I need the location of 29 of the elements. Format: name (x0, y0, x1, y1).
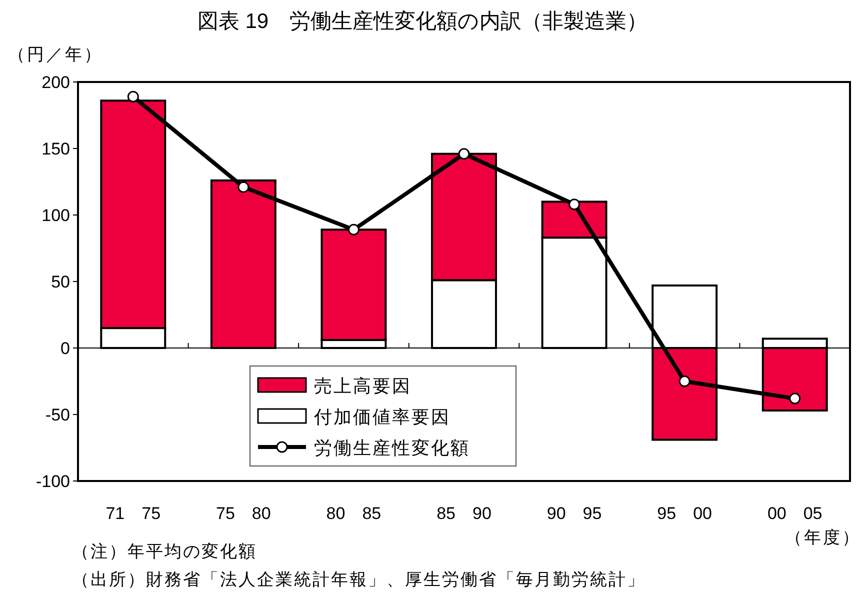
text: （出所）財務省「法人企業統計年報」、厚生労働省「毎月勤労統計」 (72, 570, 646, 589)
x-tick-label: 85 90 (436, 504, 492, 523)
legend-label: 労働生産性変化額 (314, 438, 470, 458)
x-tick-label: 95 00 (657, 504, 712, 523)
point (678, 376, 690, 387)
x-tick-label: 80 85 (326, 504, 382, 523)
x-tick-label: 90 95 (546, 504, 602, 523)
point (238, 181, 250, 193)
text: （注）年平均の変化額 (72, 542, 257, 561)
x-tick-label: 00 05 (767, 504, 822, 523)
point (458, 148, 470, 160)
legend-label: 付加価値率要因 (313, 407, 450, 427)
point (127, 90, 139, 102)
y-tick-label: 50 (51, 272, 70, 292)
y-tick-label: 200 (42, 73, 70, 92)
y-axis-title: （円／年） (8, 45, 103, 64)
y-tick-label: -50 (45, 406, 70, 424)
legend-label: 売上高要因 (314, 376, 412, 396)
point (568, 198, 580, 210)
y-tick-label: 100 (42, 206, 70, 225)
x-tick-label: 75 80 (216, 504, 271, 523)
x-axis-title: （年度） (785, 528, 861, 547)
y-tick-label: -100 (36, 472, 70, 491)
y-tick-label: 150 (42, 140, 70, 158)
x-tick-label: 71 75 (106, 504, 161, 523)
chart-title: 図表 19 労働生産性変化額の内訳（非製造業） (197, 10, 648, 33)
y-tick-label: 0 (60, 339, 70, 358)
point (789, 392, 801, 404)
point (348, 224, 360, 236)
